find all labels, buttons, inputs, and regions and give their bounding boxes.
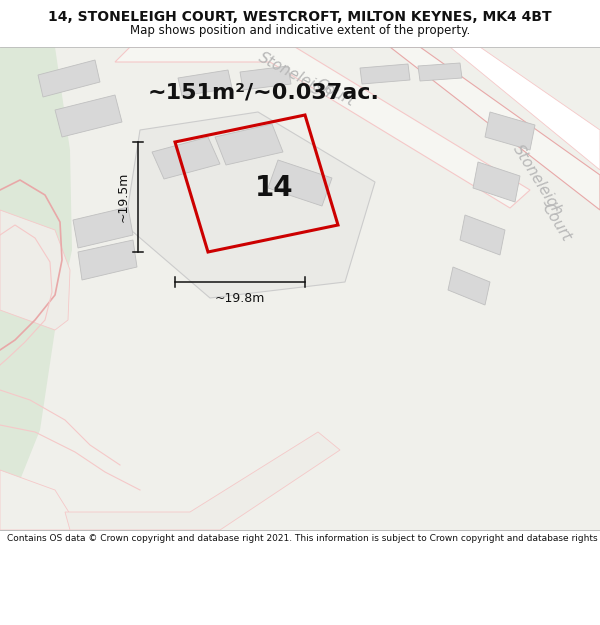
- Text: ~19.5m: ~19.5m: [117, 172, 130, 222]
- Text: Contains OS data © Crown copyright and database right 2021. This information is : Contains OS data © Crown copyright and d…: [7, 534, 600, 542]
- Polygon shape: [240, 66, 291, 90]
- Polygon shape: [78, 240, 137, 280]
- Text: Court: Court: [539, 200, 574, 244]
- Polygon shape: [178, 70, 232, 96]
- Text: ~151m²/~0.037ac.: ~151m²/~0.037ac.: [148, 82, 380, 102]
- Polygon shape: [450, 47, 600, 170]
- Text: Stoneleigh: Stoneleigh: [256, 49, 334, 101]
- Polygon shape: [152, 137, 220, 179]
- Polygon shape: [360, 64, 410, 84]
- Text: Court: Court: [313, 76, 357, 109]
- Polygon shape: [0, 47, 600, 530]
- Polygon shape: [448, 267, 490, 305]
- Polygon shape: [0, 470, 80, 530]
- Text: Stoneleigh: Stoneleigh: [510, 142, 566, 218]
- Text: 14: 14: [255, 174, 294, 203]
- Text: 14, STONELEIGH COURT, WESTCROFT, MILTON KEYNES, MK4 4BT: 14, STONELEIGH COURT, WESTCROFT, MILTON …: [48, 11, 552, 24]
- Polygon shape: [0, 47, 72, 530]
- Polygon shape: [215, 124, 283, 165]
- Polygon shape: [0, 210, 70, 330]
- Polygon shape: [268, 160, 332, 206]
- Polygon shape: [125, 112, 375, 298]
- Polygon shape: [65, 432, 340, 530]
- Polygon shape: [390, 47, 600, 210]
- Polygon shape: [460, 215, 505, 255]
- Polygon shape: [55, 95, 122, 137]
- Polygon shape: [418, 63, 462, 81]
- Polygon shape: [38, 60, 100, 97]
- Polygon shape: [115, 47, 530, 208]
- Text: Map shows position and indicative extent of the property.: Map shows position and indicative extent…: [130, 24, 470, 37]
- Polygon shape: [485, 112, 535, 150]
- Polygon shape: [473, 162, 520, 202]
- Polygon shape: [73, 207, 133, 248]
- Text: ~19.8m: ~19.8m: [215, 292, 265, 305]
